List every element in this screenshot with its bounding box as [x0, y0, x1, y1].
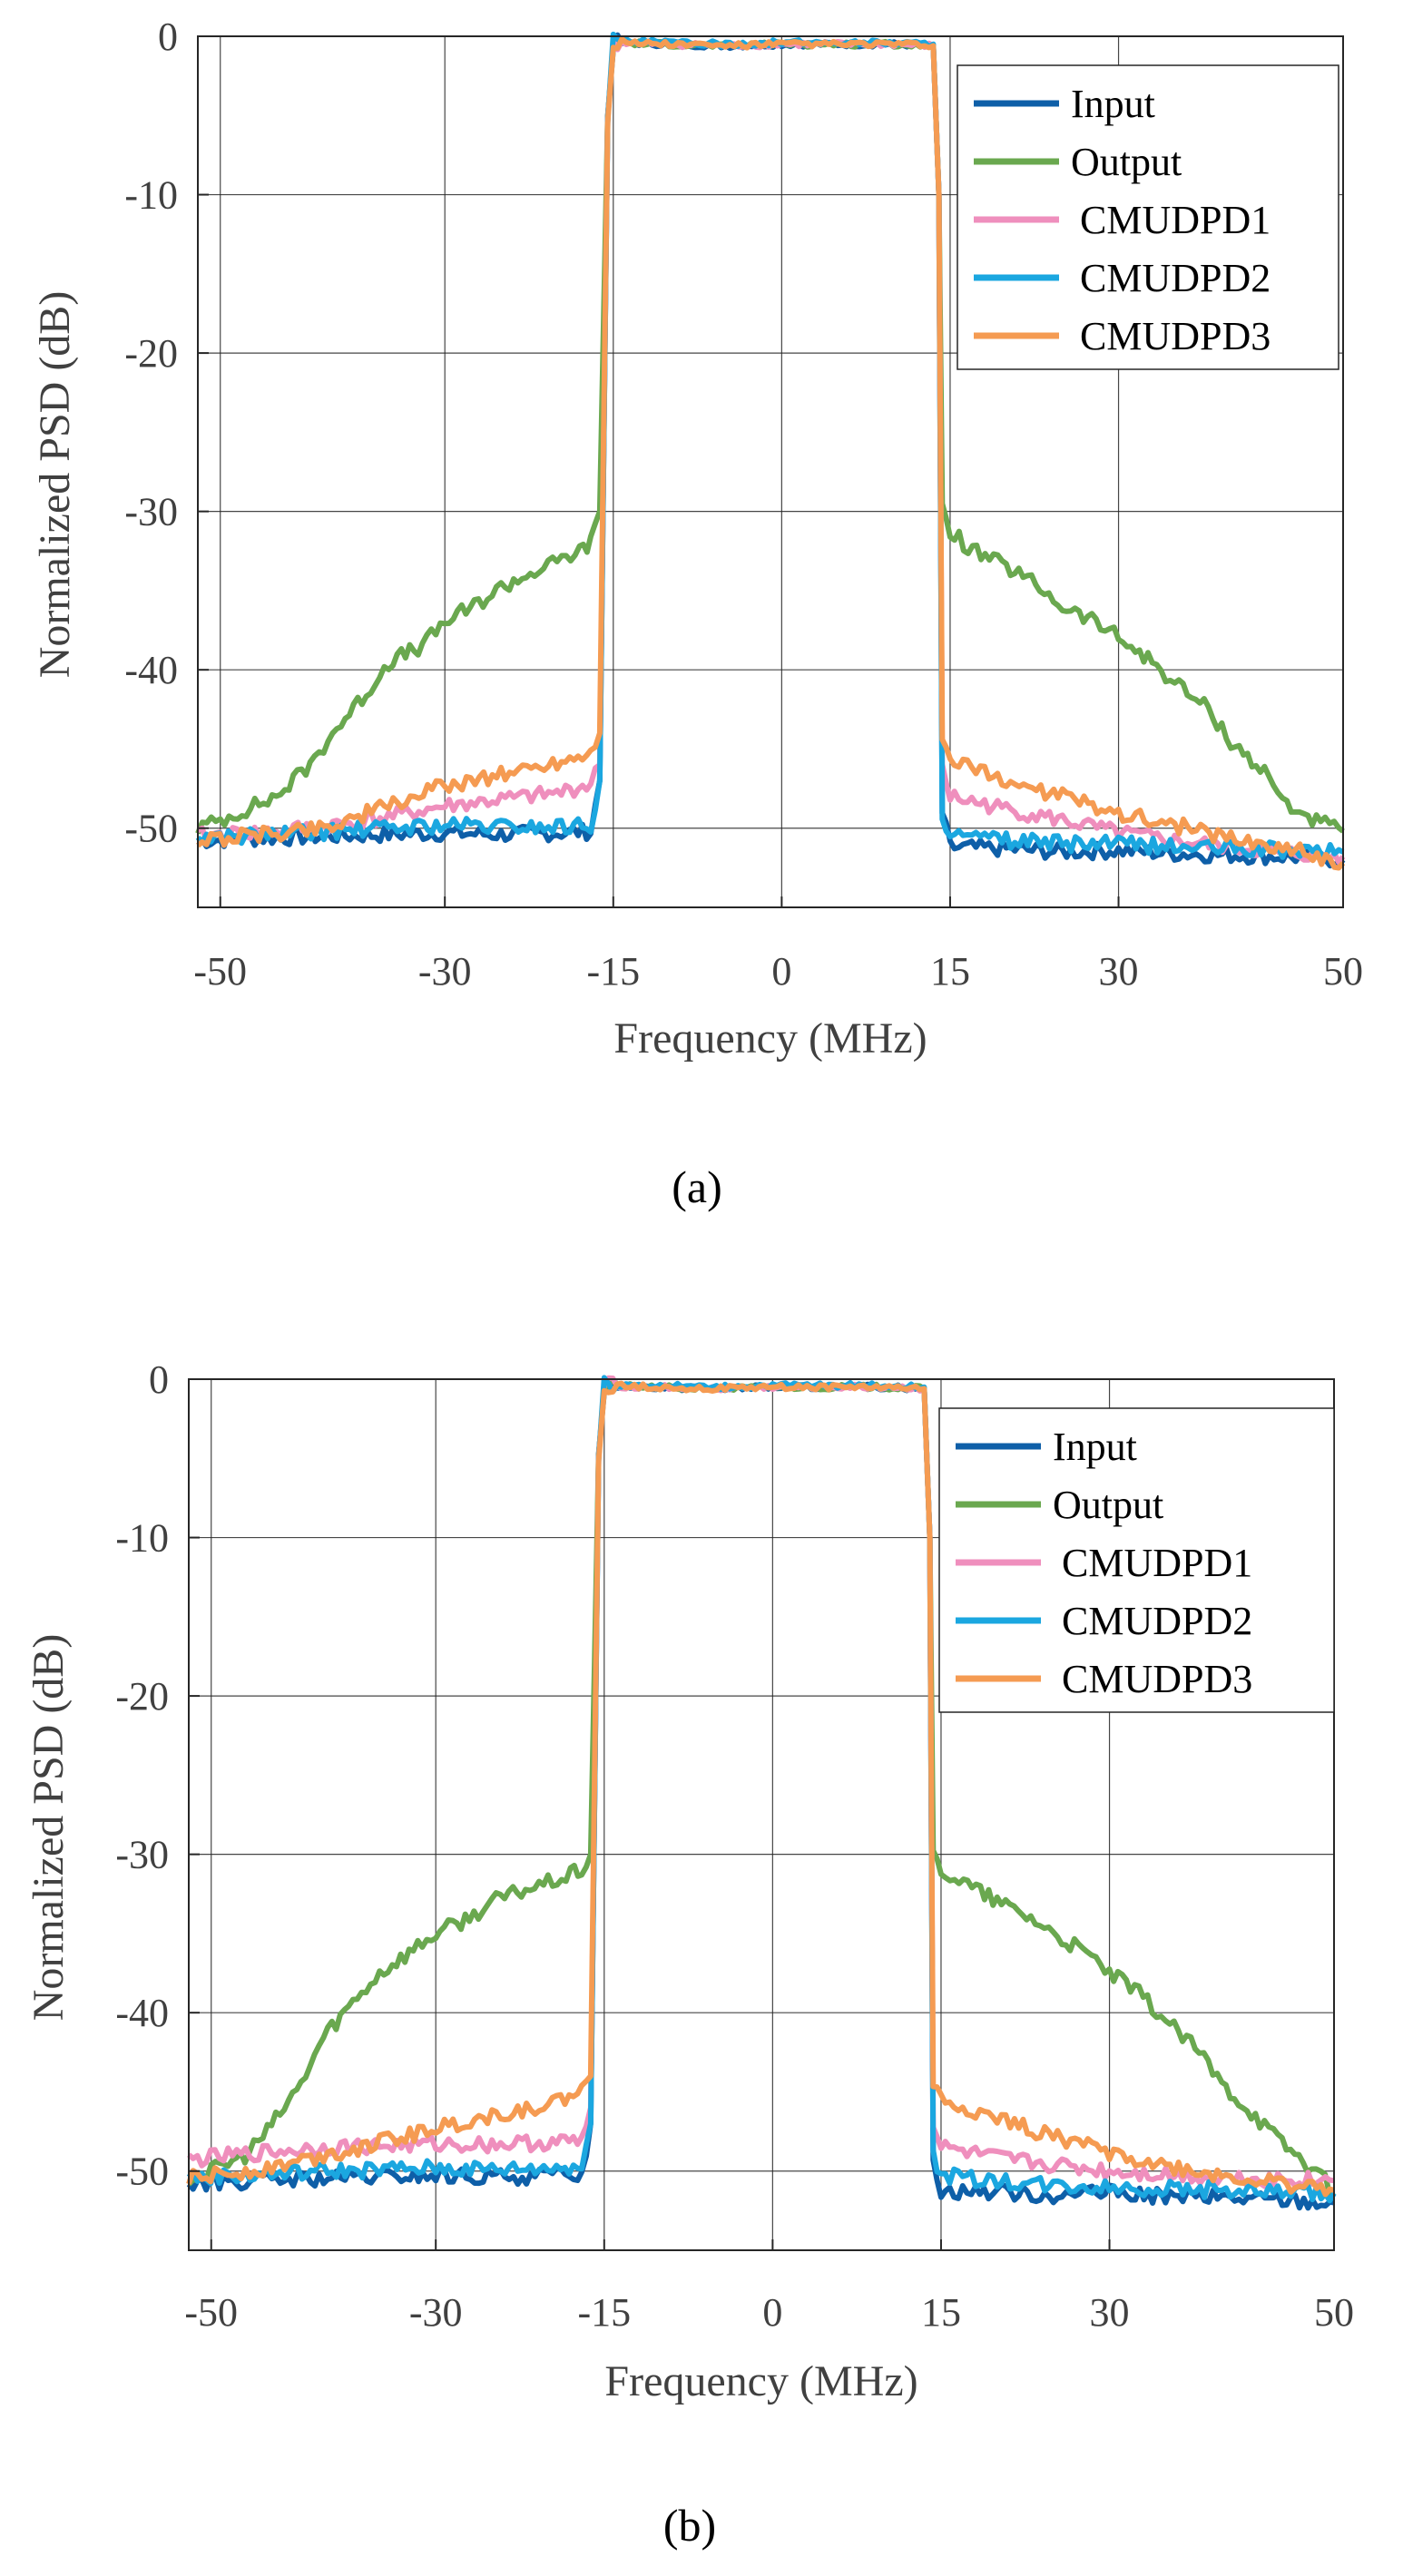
y-tick-label: -40 [115, 1991, 169, 2035]
y-tick-label: -10 [124, 173, 178, 218]
y-axis-label: Normalized PSD (dB) [31, 291, 79, 679]
y-tick-label: -50 [115, 2150, 169, 2194]
x-axis-label: Frequency (MHz) [613, 1014, 927, 1063]
chart-panel-a: -50 -30 -15 0 15 30 50 0 -10 -20 -30 -40 -50 Frequenc… [31, 15, 1363, 1063]
legend: Input Output CMUDPD1 CMUDPD2 CMUDPD3 [957, 64, 1339, 370]
x-tick-label: 15 [930, 949, 970, 994]
legend-label-cmudpd1: CMUDPD1 [1080, 198, 1271, 242]
x-tick-label: 0 [771, 949, 791, 994]
caption-b: (b) [663, 2500, 716, 2551]
x-tick-label: 50 [1314, 2290, 1354, 2335]
x-tick-label: 30 [1090, 2290, 1130, 2335]
y-tick-label: -10 [115, 1516, 169, 1561]
y-tick-label: -30 [124, 490, 178, 534]
legend-label-cmudpd2: CMUDPD2 [1080, 256, 1271, 300]
series-line-cmudpd3 [186, 1380, 1335, 2198]
x-tick-label: 30 [1099, 949, 1139, 994]
y-tick-label: 0 [158, 15, 178, 59]
y-tick-label: -50 [124, 807, 178, 851]
y-tick-label: -20 [115, 1674, 169, 1719]
legend-label-input: Input [1071, 82, 1155, 126]
legend-box [957, 64, 1339, 370]
legend-label-input: Input [1053, 1425, 1137, 1469]
x-axis-label: Frequency (MHz) [604, 2357, 917, 2405]
legend-label-output: Output [1071, 140, 1182, 184]
legend-label-output: Output [1053, 1483, 1163, 1527]
chart-panel-b: -50 -30 -15 0 15 30 50 0 -10 -20 -30 -40 -50 Frequenc… [25, 1357, 1354, 2405]
x-tick-label: 0 [762, 2290, 782, 2335]
x-tick-label: 50 [1323, 949, 1363, 994]
x-tick-label: -15 [586, 949, 640, 994]
axes-frame [188, 1378, 1335, 2251]
x-tick-label: -30 [418, 949, 472, 994]
y-tick-label: -20 [124, 331, 178, 376]
legend: Input Output CMUDPD1 CMUDPD2 CMUDPD3 [938, 1407, 1335, 1713]
x-tick-label: -15 [577, 2290, 631, 2335]
legend-label-cmudpd2: CMUDPD2 [1062, 1599, 1252, 1643]
y-tick-label: -40 [124, 648, 178, 692]
x-tick-label: -50 [184, 2290, 238, 2335]
series-line-cmudpd3 [196, 35, 1346, 871]
legend-label-cmudpd1: CMUDPD1 [1062, 1541, 1252, 1585]
x-tick-label: -50 [193, 949, 247, 994]
x-tick-label: 15 [921, 2290, 961, 2335]
axes-frame [197, 35, 1344, 908]
x-tick-label: -30 [409, 2290, 463, 2335]
caption-a: (a) [672, 1161, 722, 1212]
legend-label-cmudpd3: CMUDPD3 [1062, 1657, 1252, 1701]
y-tick-label: -30 [115, 1833, 169, 1877]
legend-label-cmudpd3: CMUDPD3 [1080, 314, 1271, 358]
y-tick-label: 0 [149, 1357, 169, 1402]
y-axis-label: Normalized PSD (dB) [25, 1634, 73, 2022]
